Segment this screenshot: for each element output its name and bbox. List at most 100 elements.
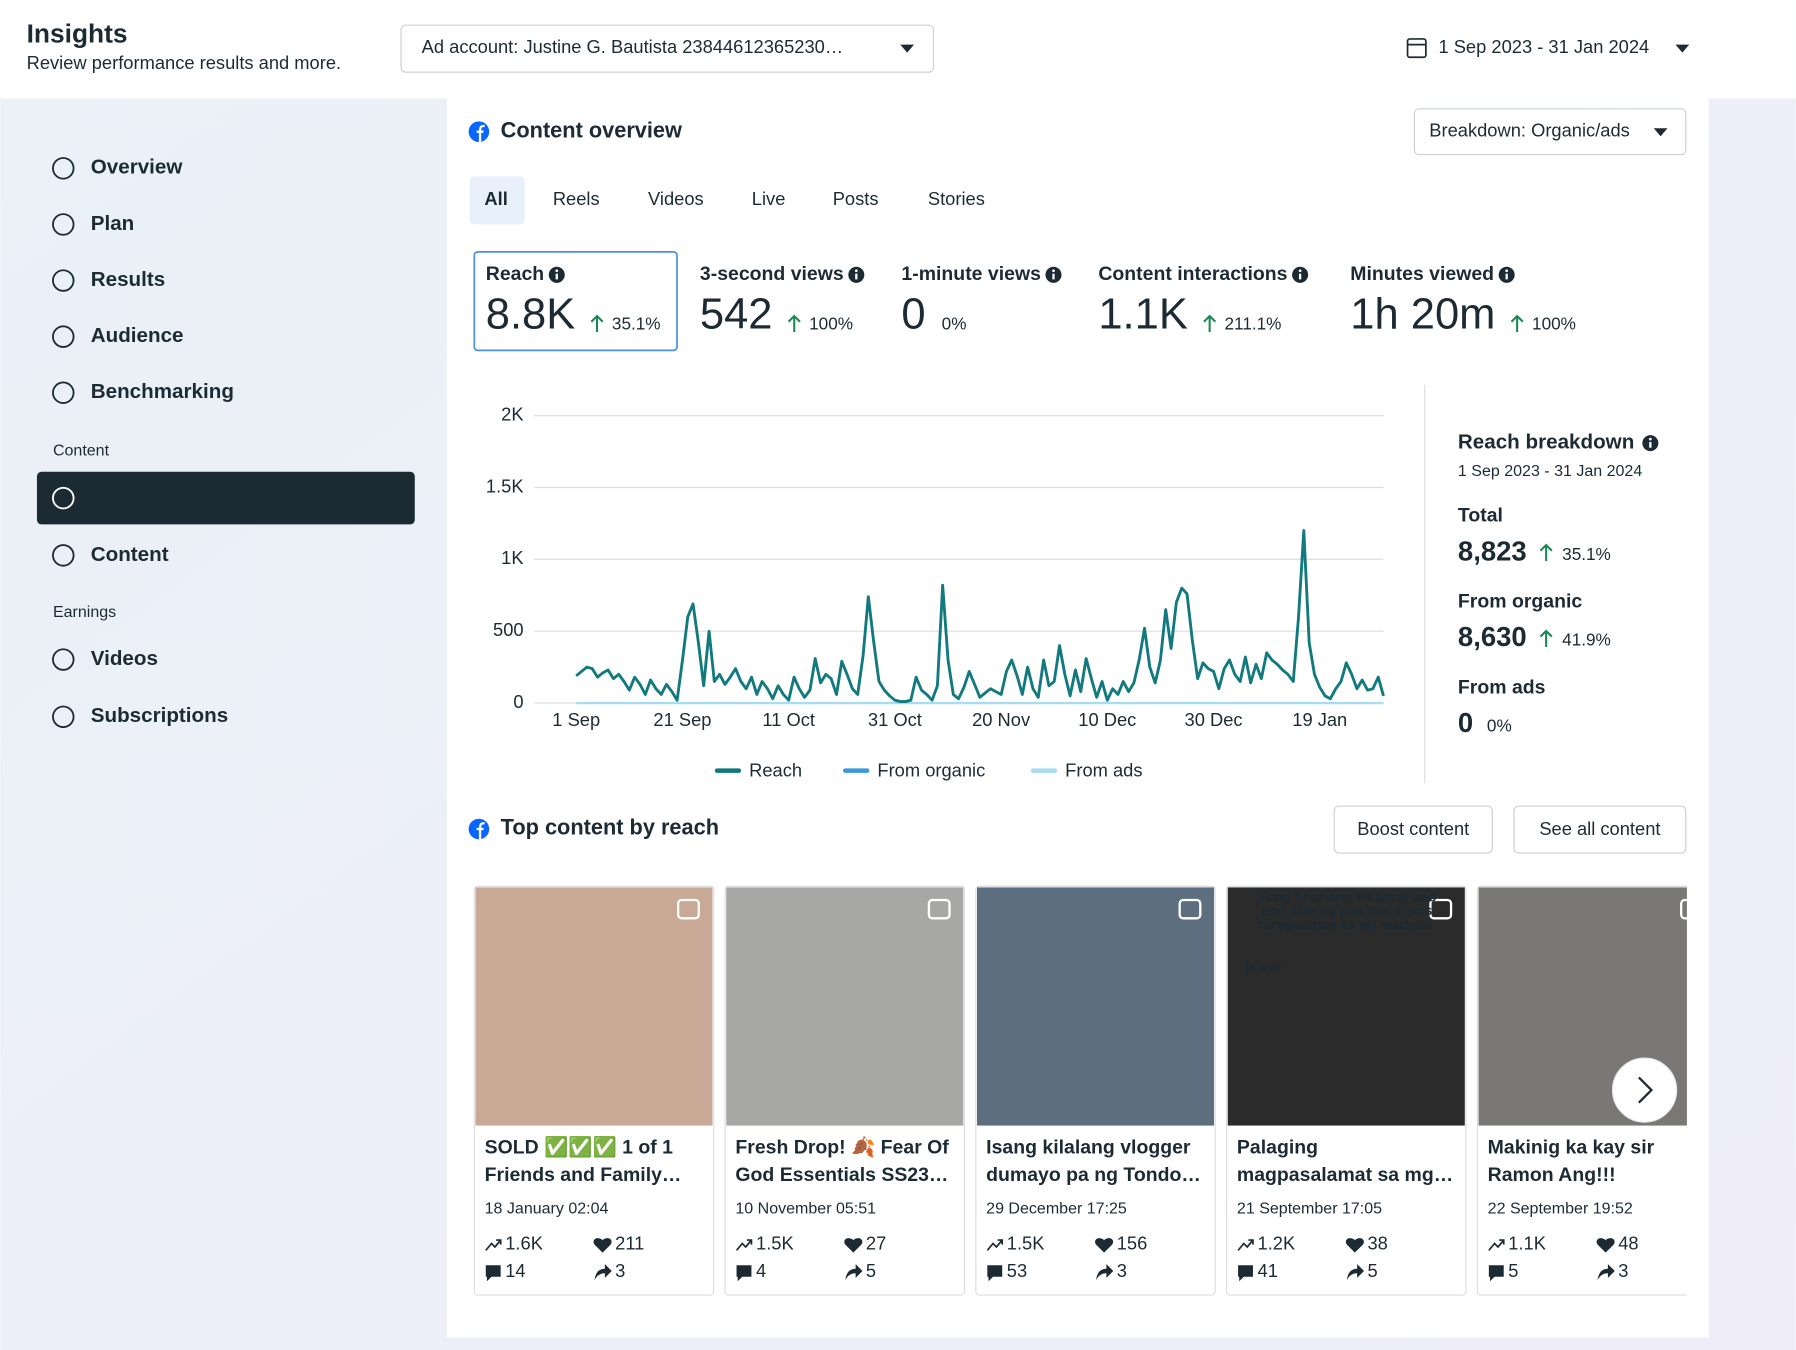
- info-icon-dot: [854, 269, 858, 273]
- content-shares: 3: [1117, 1260, 1127, 1281]
- nav-item[interactable]: Content: [91, 543, 169, 566]
- comment-icon: [987, 1265, 1003, 1282]
- date-range-picker[interactable]: 1 Sep 2023 - 31 Jan 2024: [1438, 36, 1649, 57]
- content-reactions: 27: [866, 1233, 886, 1254]
- content-title: magpasalamat sa mg…: [1237, 1164, 1453, 1186]
- reach-icon: [986, 1239, 1004, 1251]
- breakdown-value: 8,823: [1458, 535, 1527, 566]
- thumbnail-text: IKAW:: [1245, 960, 1285, 975]
- metric-value: 1h 20m: [1350, 291, 1495, 339]
- content-date: 22 September 19:52: [1488, 1199, 1633, 1217]
- nav-item[interactable]: Subscriptions: [91, 704, 228, 727]
- share-icon: [1597, 1264, 1615, 1281]
- share-icon: [594, 1264, 612, 1281]
- breakdown-dropdown[interactable]: [1413, 108, 1687, 156]
- legend-label[interactable]: From organic: [877, 760, 985, 781]
- nav-icon: [52, 157, 75, 180]
- info-icon-glyph: [855, 273, 858, 280]
- content-thumbnail: [1478, 887, 1687, 1126]
- caret-icon: [1653, 128, 1668, 137]
- content-title: SOLD ✅✅✅ 1 of 1: [485, 1136, 674, 1159]
- reach-icon: [735, 1239, 753, 1251]
- caret-icon: [900, 44, 915, 53]
- tab[interactable]: Stories: [928, 188, 985, 209]
- x-tick-label: 31 Oct: [868, 709, 922, 730]
- nav-item[interactable]: Results: [91, 268, 165, 291]
- content-shares: 3: [1618, 1260, 1628, 1281]
- content-date: 10 November 05:51: [735, 1199, 876, 1217]
- info-icon-glyph: [555, 273, 558, 280]
- up-arrow-icon: [1203, 314, 1217, 333]
- x-tick-label: 19 Jan: [1292, 709, 1347, 730]
- section-title: Top content by reach: [501, 815, 719, 840]
- nav-icon: [52, 648, 75, 671]
- share-icon: [1346, 1264, 1365, 1281]
- content-reach: 1.5K: [756, 1233, 794, 1254]
- nav-item[interactable]: Benchmarking: [91, 380, 234, 403]
- tab[interactable]: Reels: [553, 188, 600, 209]
- metric-label[interactable]: Minutes viewed: [1350, 263, 1494, 285]
- breakdown-label: Total: [1458, 505, 1503, 527]
- content-reach: 1.2K: [1258, 1233, 1296, 1254]
- tab[interactable]: Posts: [833, 188, 879, 209]
- comment-icon: [485, 1265, 501, 1282]
- account-dropdown[interactable]: [400, 24, 935, 73]
- metric-label[interactable]: Reach: [486, 263, 544, 285]
- metric-label[interactable]: 1-minute views: [901, 263, 1041, 285]
- metric-label[interactable]: Content interactions: [1098, 263, 1287, 285]
- content-cards: SOLD ✅✅✅ 1 of 1 Friends and Family… 18 Jan…: [473, 885, 1687, 1296]
- legend-label[interactable]: From ads: [1065, 760, 1142, 781]
- nav-item[interactable]: Overview: [91, 156, 184, 179]
- metric-value: 542: [700, 291, 773, 339]
- tab[interactable]: Videos: [648, 188, 704, 209]
- content-thumbnail: [475, 887, 713, 1126]
- section-title: Content overview: [501, 117, 682, 142]
- nav-item[interactable]: Overview: [91, 486, 184, 509]
- page-subtitle: Review performance results and more.: [27, 52, 342, 73]
- next-button[interactable]: [1611, 1057, 1678, 1123]
- metric-change: 100%: [1532, 314, 1576, 334]
- content-title: Fresh Drop! 🍂 Fear Of: [735, 1136, 949, 1159]
- y-tick-label: 2K: [501, 403, 524, 424]
- button[interactable]: [1333, 805, 1493, 854]
- nav-item[interactable]: Plan: [91, 212, 135, 235]
- metric-change: 0%: [942, 314, 967, 334]
- reaction-icon: [1345, 1238, 1364, 1253]
- tab[interactable]: Live: [752, 188, 786, 209]
- content-date: 18 January 02:04: [485, 1199, 609, 1217]
- series-line: [575, 529, 1385, 703]
- up-arrow-icon: [787, 314, 801, 333]
- nav-item[interactable]: Audience: [91, 324, 184, 347]
- button-label[interactable]: Boost content: [1357, 818, 1469, 839]
- reaction-icon: [1095, 1238, 1114, 1253]
- x-tick-label: 1 Sep: [552, 709, 600, 730]
- thumbnail-text: ang size ng paa mo, tapos: [1261, 903, 1432, 918]
- info-icon-dot: [1052, 269, 1055, 273]
- legend-label[interactable]: Reach: [749, 760, 802, 781]
- button[interactable]: [1513, 805, 1687, 854]
- nav-icon: [52, 325, 75, 348]
- info-icon-dot: [555, 269, 559, 273]
- content-comments: 14: [505, 1260, 525, 1281]
- x-tick-label: 10 Dec: [1078, 709, 1136, 730]
- button-label[interactable]: See all content: [1539, 818, 1660, 839]
- page-title: Insights: [27, 18, 128, 48]
- content-thumbnail: [1227, 887, 1465, 1126]
- content-date: 21 September 17:05: [1237, 1199, 1382, 1217]
- content-reach: 1.6K: [505, 1233, 543, 1254]
- metric-value: 1.1K: [1098, 291, 1188, 339]
- content-comments: 53: [1007, 1260, 1027, 1281]
- metric-label[interactable]: 3-second views: [700, 263, 844, 285]
- nav-icon: [52, 381, 75, 404]
- comment-icon: [736, 1265, 752, 1282]
- nav-item[interactable]: Videos: [91, 647, 158, 670]
- breakdown-change: 41.9%: [1562, 630, 1611, 650]
- tab[interactable]: All: [484, 188, 507, 209]
- share-icon: [1096, 1264, 1114, 1281]
- nav-item-active: [36, 471, 415, 525]
- reach-icon: [1488, 1239, 1505, 1251]
- breakdown-label: From ads: [1458, 676, 1546, 698]
- nav-icon: [52, 544, 75, 567]
- breakdown-change: 0%: [1487, 716, 1512, 736]
